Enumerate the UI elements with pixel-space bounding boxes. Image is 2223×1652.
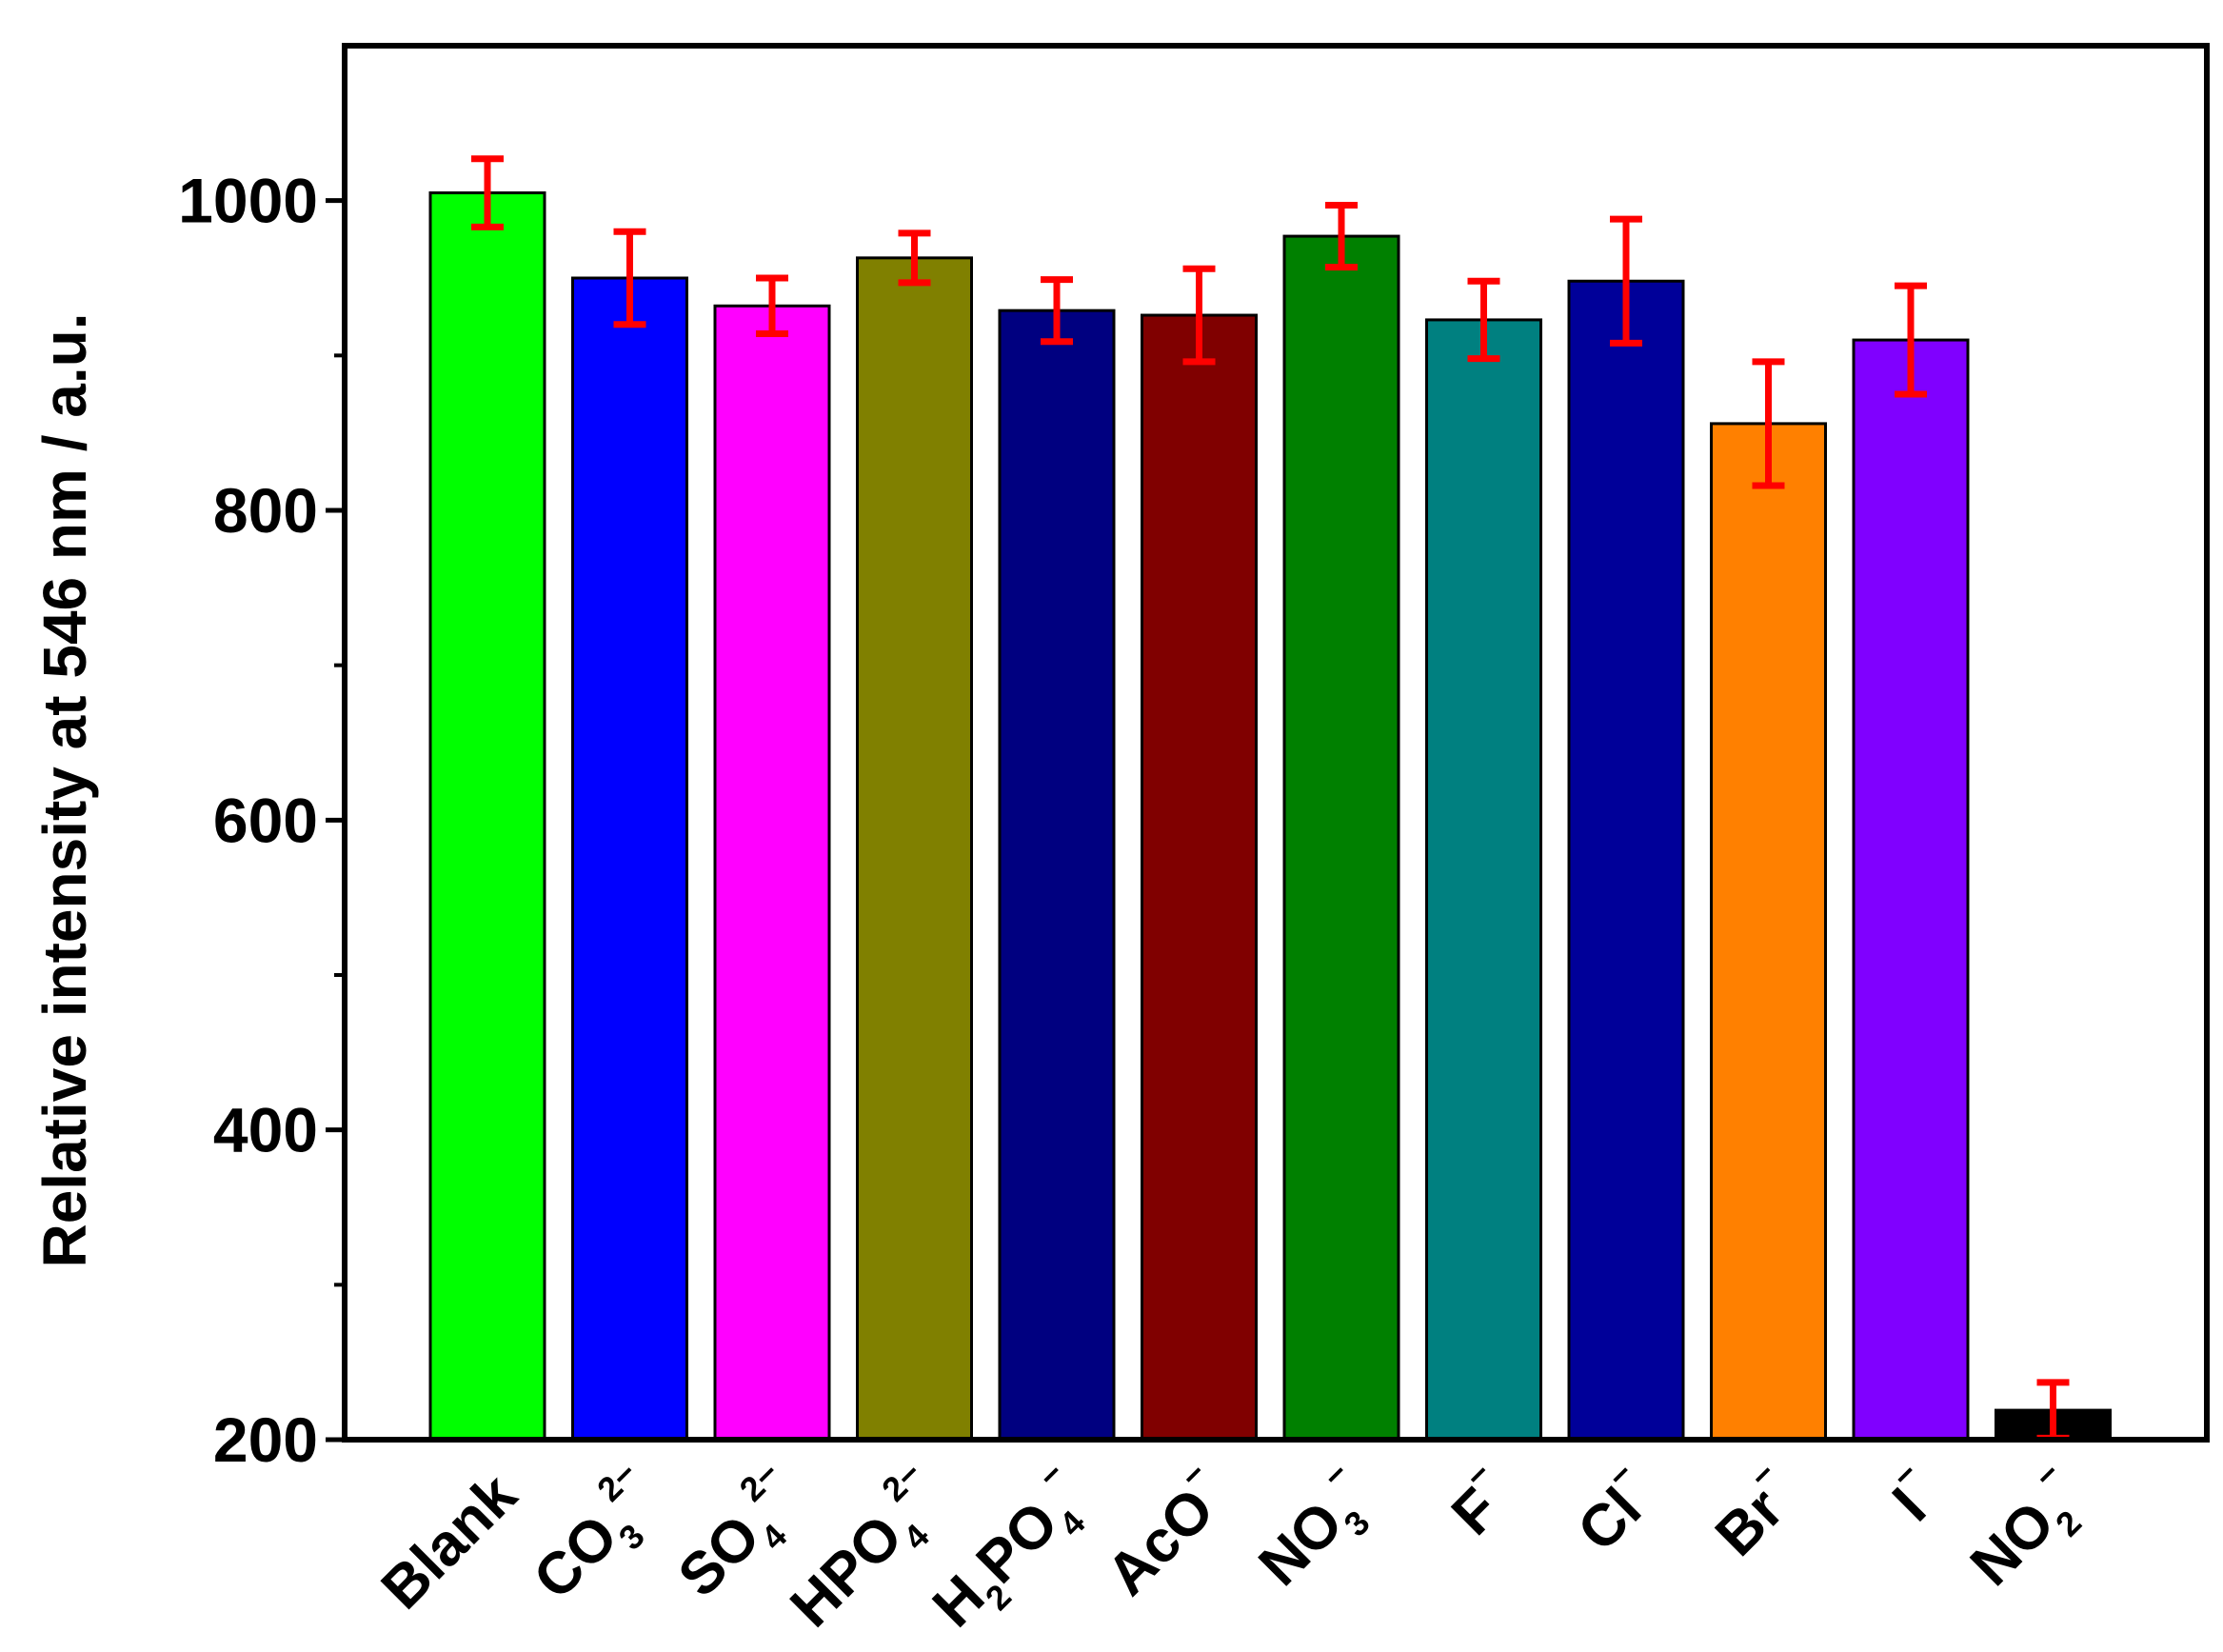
x-tick-label: HPO42−: [770, 1454, 964, 1648]
x-tick-label: Br−: [1696, 1454, 1811, 1569]
error-bar-10: [1752, 358, 1785, 489]
x-tick-label: H2PO4−: [912, 1454, 1106, 1648]
bar-2: [571, 276, 688, 1442]
y-tick-label: 200: [213, 1404, 318, 1475]
error-bar-4: [898, 229, 931, 287]
x-tick-label: I−: [1873, 1454, 1953, 1534]
x-tick-label: NO2−: [1950, 1454, 2103, 1607]
y-tick-label: 600: [213, 785, 318, 855]
bar-1: [428, 191, 546, 1442]
bar-8: [1425, 318, 1542, 1442]
axes-layer: [342, 43, 2210, 1443]
error-bars-layer: [471, 155, 2070, 1442]
bar-4: [856, 256, 973, 1442]
bar-9: [1567, 279, 1685, 1442]
x-tick-label: CO32−: [513, 1454, 680, 1621]
y-axis-label: Relative intensity at 546 nm / a.u.: [30, 312, 99, 1267]
plot-frame: [342, 43, 2210, 1443]
bar-6: [1141, 313, 1258, 1442]
bar-11: [1852, 338, 1970, 1442]
bar-5: [998, 309, 1116, 1442]
error-bar-2: [613, 228, 646, 328]
error-bar-9: [1610, 215, 1642, 347]
bar-3: [713, 304, 831, 1442]
error-bar-11: [1895, 282, 1927, 398]
error-bar-8: [1467, 277, 1500, 363]
x-tick-label: Cl−: [1558, 1454, 1668, 1564]
bar-10: [1710, 422, 1827, 1442]
x-tick-label: NO3−: [1239, 1454, 1392, 1607]
x-labels-layer: BlankCO32−SO42−HPO42−H2PO4−AcO−NO3−F−Cl−…: [369, 1454, 2103, 1648]
x-tick-label: F−: [1431, 1454, 1525, 1548]
bars-layer: [428, 191, 2112, 1442]
y-ticks-layer: 200 400 600 800 1000: [178, 166, 345, 1475]
y-tick-label: 1000: [178, 166, 318, 236]
error-bar-7: [1325, 202, 1358, 271]
y-tick-label: 400: [213, 1095, 318, 1165]
x-tick-label: Blank: [369, 1462, 530, 1622]
error-bar-6: [1182, 265, 1216, 366]
y-tick-label: 800: [213, 475, 318, 546]
error-bar-1: [471, 155, 504, 230]
x-tick-label: AcO−: [1086, 1454, 1241, 1608]
bar-7: [1282, 234, 1400, 1442]
error-bar-3: [756, 274, 788, 338]
error-bar-5: [1041, 276, 1073, 346]
